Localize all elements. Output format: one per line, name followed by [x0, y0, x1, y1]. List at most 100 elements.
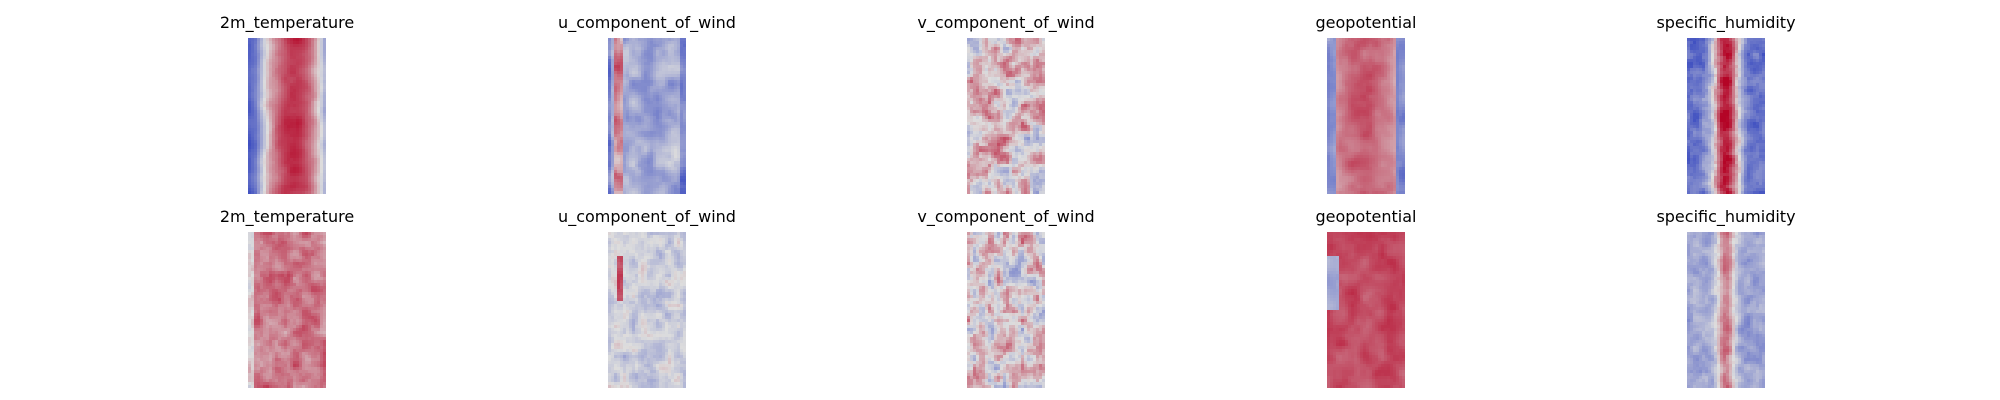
heatmap-cell [1333, 53, 1337, 57]
heatmap-cell [665, 80, 669, 84]
heatmap-cell [320, 47, 324, 51]
heatmap-cell [967, 146, 971, 150]
heatmap-cell [662, 137, 666, 141]
heatmap-cell [296, 50, 300, 54]
heatmap-cell [323, 152, 326, 156]
heatmap-cell [1006, 38, 1010, 42]
heatmap-cell [1363, 110, 1367, 114]
heatmap-cell [638, 77, 642, 81]
heatmap-cell [674, 65, 678, 69]
heatmap-cell [1378, 68, 1382, 72]
heatmap-cell [1027, 77, 1031, 81]
heatmap-cell [308, 80, 312, 84]
heatmap-cell [662, 44, 666, 48]
heatmap-cell [1357, 53, 1361, 57]
heatmap-cell [287, 134, 291, 138]
heatmap-cell [1378, 107, 1382, 111]
heatmap-cell [320, 155, 324, 159]
heatmap-cell [1345, 122, 1349, 126]
heatmap-cell [994, 98, 998, 102]
heatmap-cell [632, 107, 636, 111]
heatmap-cell [1360, 125, 1364, 129]
heatmap-cell [1012, 122, 1016, 126]
heatmap-cell [1381, 107, 1385, 111]
heatmap-cell [1009, 65, 1013, 69]
heatmap-cell [320, 152, 324, 156]
heatmap-cell [1015, 182, 1019, 186]
heatmap-cell [290, 68, 294, 72]
heatmap-cell [1012, 56, 1016, 60]
heatmap-cell [1006, 155, 1010, 159]
heatmap-cell [254, 83, 258, 87]
heatmap-cell [302, 47, 306, 51]
heatmap-cell [260, 56, 264, 60]
heatmap-cell [1351, 77, 1355, 81]
heatmap-cell [970, 164, 974, 168]
heatmap-cell [629, 164, 633, 168]
heatmap-cell [626, 89, 630, 93]
heatmap-cell [620, 122, 624, 126]
heatmap-cell [1000, 185, 1004, 189]
heatmap-cell [620, 44, 624, 48]
heatmap-cell [272, 134, 276, 138]
heatmap-cell [311, 131, 315, 135]
heatmap-cell [323, 44, 326, 48]
heatmap-cell [266, 47, 270, 51]
heatmap-cell [632, 80, 636, 84]
heatmap-cell [1042, 122, 1045, 126]
heatmap-cell [272, 182, 276, 186]
heatmap-cell [970, 122, 974, 126]
heatmap-cell [623, 53, 627, 57]
heatmap-cell [281, 77, 285, 81]
heatmap-cell [1384, 47, 1388, 51]
heatmap-cell [641, 143, 645, 147]
heatmap-cell [988, 128, 992, 132]
heatmap-cell [320, 134, 324, 138]
heatmap-cell [251, 173, 255, 177]
heatmap-cell [287, 44, 291, 48]
heatmap-cell [1015, 173, 1019, 177]
heatmap-cell [293, 149, 297, 153]
heatmap-cell [323, 155, 326, 159]
heatmap-cell [1021, 146, 1025, 150]
heatmap-cell [1024, 98, 1028, 102]
heatmap-cell [1354, 65, 1358, 69]
heatmap-cell [251, 128, 255, 132]
heatmap-cell [997, 164, 1001, 168]
heatmap-cell [1030, 80, 1034, 84]
heatmap-cell [1393, 140, 1397, 144]
heatmap-cell [626, 98, 630, 102]
heatmap-cell [671, 80, 675, 84]
heatmap-cell [266, 92, 270, 96]
heatmap-cell [979, 50, 983, 54]
heatmap-cell [305, 65, 309, 69]
heatmap-cell [620, 110, 624, 114]
heatmap-cell [611, 131, 615, 135]
heatmap-cell [1018, 98, 1022, 102]
heatmap-cell [1336, 104, 1340, 108]
heatmap-cell [284, 107, 288, 111]
heatmap-cell [1372, 122, 1376, 126]
heatmap-cell [623, 167, 627, 171]
heatmap-cell [650, 110, 654, 114]
heatmap-cell [611, 71, 615, 75]
heatmap-cell [1336, 116, 1340, 120]
heatmap-cell [973, 62, 977, 66]
heatmap-cell [1027, 137, 1031, 141]
heatmap-cell [263, 77, 267, 81]
heatmap-cell [290, 104, 294, 108]
heatmap-cell [1360, 62, 1364, 66]
heatmap-cell [1402, 47, 1405, 51]
heatmap-cell [683, 86, 686, 90]
heatmap-cell [635, 143, 639, 147]
heatmap-cell [1018, 44, 1022, 48]
heatmap-cell [320, 167, 324, 171]
heatmap-cell [970, 143, 974, 147]
heatmap-cell [659, 185, 663, 189]
heatmap-cell [269, 128, 273, 132]
heatmap-cell [671, 122, 675, 126]
heatmap-cell [311, 101, 315, 105]
heatmap-cell [662, 110, 666, 114]
heatmap-cell [608, 56, 612, 60]
heatmap-cell [614, 191, 618, 194]
